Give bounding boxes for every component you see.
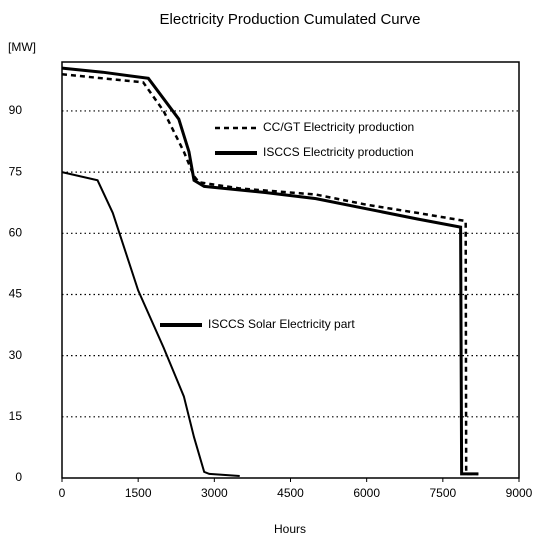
series-line bbox=[61, 171, 240, 477]
legend-label: ISCCS Solar Electricity part bbox=[208, 317, 355, 331]
x-tick-label: 9000 bbox=[506, 486, 533, 500]
x-tick-label: 3000 bbox=[201, 486, 228, 500]
x-tick-label: 0 bbox=[59, 486, 66, 500]
x-tick-label: 4500 bbox=[277, 486, 304, 500]
legend-label: ISCCS Electricity production bbox=[263, 145, 414, 159]
y-axis-label: [MW] bbox=[8, 40, 36, 54]
chart-title: Electricity Production Cumulated Curve bbox=[160, 11, 421, 28]
y-tick-label: 15 bbox=[9, 409, 23, 423]
y-tick-label: 45 bbox=[9, 287, 23, 301]
y-tick-label: 60 bbox=[9, 225, 23, 239]
x-tick-label: 1500 bbox=[125, 486, 152, 500]
legend-label: CC/GT Electricity production bbox=[263, 120, 414, 134]
x-tick-label: 7500 bbox=[429, 486, 456, 500]
series-line bbox=[61, 72, 479, 476]
y-tick-label: 30 bbox=[9, 348, 23, 362]
y-tick-label: 75 bbox=[9, 164, 23, 178]
y-tick-label: 0 bbox=[15, 470, 22, 484]
series-line bbox=[61, 66, 479, 476]
x-tick-label: 6000 bbox=[353, 486, 380, 500]
x-axis-label: Hours bbox=[274, 522, 306, 536]
y-tick-label: 90 bbox=[9, 103, 23, 117]
